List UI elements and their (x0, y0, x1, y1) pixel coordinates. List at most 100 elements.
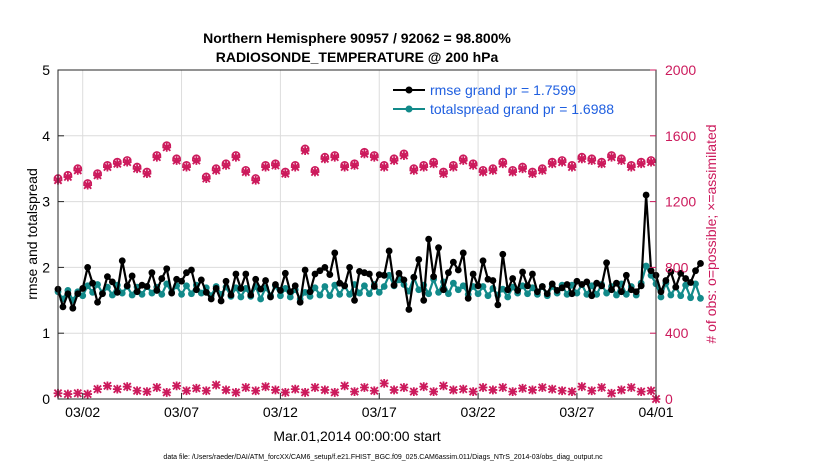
obs-marker-glyph (142, 387, 152, 396)
totalspread-point (237, 293, 245, 301)
totalspread-point (326, 292, 334, 300)
totalspread-point (524, 290, 531, 298)
rmse-point (301, 266, 309, 274)
obs-low-count-point (429, 387, 439, 396)
obs-marker-glyph (448, 385, 458, 395)
obs-low-count-point (518, 383, 527, 393)
totalspread-point (613, 291, 620, 299)
rmse-point (104, 273, 111, 281)
rmse-point (79, 285, 87, 292)
x-tick-label: 03/27 (559, 404, 594, 420)
obs-assimilated-point (478, 167, 488, 177)
rmse-point (494, 301, 502, 309)
obs-marker-glyph (498, 159, 508, 169)
obs-marker-glyph (577, 154, 587, 164)
obs-assimilated-point (251, 175, 261, 185)
obs-marker-glyph (646, 157, 656, 167)
obs-marker-glyph (399, 151, 409, 160)
rmse-point (227, 291, 235, 299)
obs-low-count-point (448, 385, 458, 395)
obs-marker-glyph (231, 388, 241, 397)
obs-marker-glyph (597, 383, 607, 392)
obs-low-count-point (83, 389, 93, 399)
grid-layer (58, 70, 656, 399)
obs-marker-glyph (300, 146, 310, 156)
totalspread-point (519, 282, 526, 290)
obs-marker-glyph (518, 164, 527, 174)
rmse-point (469, 270, 477, 278)
obs-marker-glyph (478, 167, 488, 177)
obs-low-count-point (300, 388, 310, 397)
totalspread-point (449, 279, 457, 287)
totalspread-point (197, 289, 205, 297)
obs-low-count-point (73, 388, 83, 398)
legend-rmse-label: rmse grand pr = 1.7599 (430, 82, 576, 98)
rmse-point (197, 276, 205, 284)
obs-marker-glyph (369, 152, 379, 162)
rmse-point (291, 282, 299, 290)
obs-marker-glyph (162, 388, 172, 397)
totalspread-point (499, 285, 507, 293)
totalspread-point (286, 293, 294, 301)
obs-marker-glyph (468, 387, 478, 396)
obs-marker-glyph (310, 167, 320, 177)
totalspread-point (380, 283, 388, 290)
y-axis-left-label: rmse and totalspread (24, 168, 40, 300)
rmse-point (331, 249, 339, 257)
obs-low-count-point (290, 384, 300, 394)
totalspread-point (415, 286, 423, 294)
obs-marker-glyph (251, 175, 261, 185)
plot-area-background (58, 70, 656, 399)
obs-low-count-point (310, 383, 320, 392)
rmse-point (272, 281, 279, 288)
rmse-point (222, 277, 230, 285)
rmse-point (118, 257, 126, 265)
rmse-point (667, 268, 675, 276)
rmse-point (603, 259, 610, 267)
obs-assimilated-point (369, 152, 379, 162)
obs-marker-glyph (547, 159, 557, 169)
obs-low-count-point (567, 387, 577, 396)
chart-title-line1: Northern Hemisphere 90957 / 92062 = 98.8… (203, 30, 511, 46)
totalspread-point (365, 290, 373, 298)
obs-assimilated-point (587, 156, 597, 165)
totalspread-point (321, 283, 329, 290)
rmse-point (464, 294, 472, 302)
obs-assimilated-point (103, 162, 112, 172)
obs-low-count-point (389, 385, 399, 395)
obs-assimilated-point (458, 156, 468, 165)
obs-low-count-point (231, 388, 241, 397)
obs-assimilated-point (172, 156, 182, 165)
rmse-point (573, 277, 581, 285)
plot-frame (57, 69, 657, 400)
rmse-point (692, 267, 699, 275)
rmse-point (326, 271, 334, 279)
totalspread-point (657, 293, 665, 301)
totalspread-point (178, 290, 185, 298)
rmse-point (267, 293, 274, 301)
obs-marker-glyph (508, 167, 518, 177)
obs-marker-glyph (132, 386, 142, 396)
obs-low-count-point (152, 383, 162, 392)
obs-assimilated-point (547, 159, 557, 169)
rmse-point (583, 278, 591, 286)
y-left-tick-label: 2 (42, 259, 50, 275)
obs-marker-glyph (261, 162, 270, 172)
rmse-point (74, 290, 82, 298)
obs-low-count-point (369, 386, 379, 396)
rmse-point (346, 264, 353, 271)
obs-assimilated-point (112, 159, 122, 169)
obs-marker-glyph (122, 157, 132, 167)
obs-marker-glyph (419, 162, 429, 172)
obs-low-count-point (280, 388, 290, 397)
x-axis-label: Mar.01,2014 00:00:00 start (273, 428, 440, 444)
rmse-point (237, 285, 245, 292)
y-axis-right-label: # of obs: o=possible; ×=assimilated (703, 124, 719, 343)
totalspread-point (454, 286, 462, 294)
obs-low-count-point (162, 388, 172, 397)
obs-marker-glyph (211, 165, 221, 175)
rmse-point (188, 266, 195, 274)
rmse-point (657, 288, 665, 296)
obs-marker-glyph (567, 162, 577, 172)
obs-low-count-point (488, 385, 498, 395)
